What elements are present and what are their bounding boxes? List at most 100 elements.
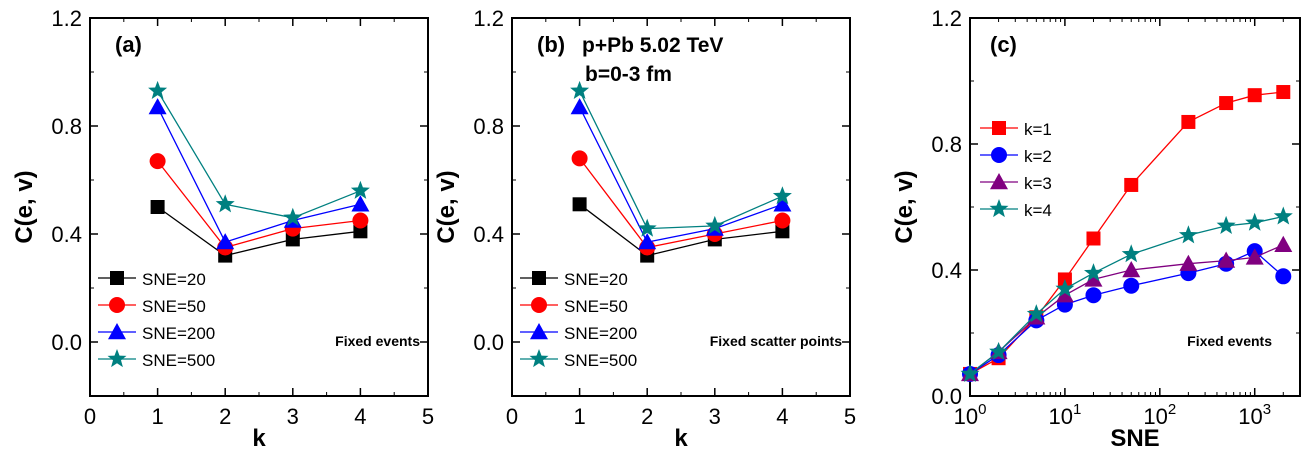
y-tick-label: 1.2 xyxy=(473,6,504,31)
legend-marker xyxy=(108,323,126,340)
data-point xyxy=(216,233,235,250)
data-point xyxy=(150,200,165,214)
panel-annotation: Fixed events xyxy=(1187,333,1272,349)
y-tick-label: 0.8 xyxy=(473,114,504,139)
data-point xyxy=(572,197,587,212)
series-k=4 xyxy=(960,206,1293,382)
data-point xyxy=(1276,85,1291,100)
data-point xyxy=(1055,278,1075,297)
x-tick-label: 102 xyxy=(1143,401,1176,429)
legend-label: k=2 xyxy=(1024,147,1052,166)
series-SNE=200 xyxy=(148,98,370,250)
legend-entry: k=3 xyxy=(980,173,1052,193)
x-tick-label: 100 xyxy=(954,401,987,429)
x-axis-label: SNE xyxy=(1110,425,1159,452)
x-tick-label: 4 xyxy=(354,404,366,429)
x-tick-label: 1 xyxy=(573,404,585,429)
series-line xyxy=(157,106,361,243)
series-SNE=500 xyxy=(148,80,370,226)
legend-marker xyxy=(107,349,127,368)
data-point xyxy=(1026,304,1046,323)
data-point xyxy=(1274,235,1293,252)
series-SNE=50 xyxy=(149,153,369,256)
x-tick-label: 5 xyxy=(844,404,856,429)
panel-annotation: Fixed events xyxy=(335,333,420,349)
y-tick-label: 0.0 xyxy=(473,330,504,355)
x-tick-label: 2 xyxy=(641,404,653,429)
legend-entry: SNE=50 xyxy=(98,297,206,316)
panel-label: (c) xyxy=(990,32,1017,57)
data-point xyxy=(148,80,168,99)
x-tick-label: 1 xyxy=(151,404,163,429)
data-point xyxy=(350,180,370,199)
x-tick-exponent: 1 xyxy=(1073,401,1081,418)
data-point xyxy=(570,80,590,99)
y-tick-label: 0.8 xyxy=(931,132,962,157)
legend-entry: SNE=500 xyxy=(520,349,637,370)
data-point xyxy=(1084,270,1103,287)
panel-title-line: b=0-3 fm xyxy=(585,63,672,86)
legend-label: k=3 xyxy=(1024,174,1052,193)
data-point xyxy=(1179,254,1198,271)
x-axis-label: k xyxy=(252,425,266,452)
x-tick-label: 3 xyxy=(287,404,299,429)
y-tick-label: 0.4 xyxy=(473,222,504,247)
y-axis-label: C(e, v) xyxy=(433,170,460,243)
x-tick-exponent: 3 xyxy=(1263,401,1271,418)
y-tick-label: 0.0 xyxy=(931,384,962,409)
legend-entry: k=4 xyxy=(980,199,1052,220)
data-point xyxy=(637,218,657,237)
series-line xyxy=(157,90,361,219)
series-line xyxy=(579,158,783,249)
series-line xyxy=(969,91,1284,375)
y-tick-label: 1.2 xyxy=(931,6,962,31)
data-point xyxy=(148,98,167,115)
data-point xyxy=(285,232,300,247)
series-line xyxy=(579,106,783,243)
series-line xyxy=(579,90,783,230)
legend-marker xyxy=(992,121,1006,135)
legend-label: SNE=50 xyxy=(564,297,628,316)
series-line xyxy=(969,215,1284,375)
data-point xyxy=(1245,212,1265,231)
legend-label: SNE=20 xyxy=(142,270,206,289)
legend-marker xyxy=(990,173,1008,190)
x-tick-label: 5 xyxy=(422,404,434,429)
data-point xyxy=(571,150,588,167)
data-point xyxy=(1216,215,1236,234)
legend-marker xyxy=(530,323,548,340)
data-point xyxy=(772,186,792,205)
x-tick-label: 4 xyxy=(776,404,788,429)
data-point xyxy=(1123,277,1140,294)
x-tick-exponent: 0 xyxy=(978,401,986,418)
x-tick-label: 101 xyxy=(1048,401,1081,429)
data-point xyxy=(1247,88,1262,103)
data-point xyxy=(1086,231,1101,246)
data-point xyxy=(215,194,235,213)
x-tick-base: 10 xyxy=(1238,404,1262,429)
legend-entry: SNE=20 xyxy=(520,270,628,289)
legend-label: SNE=50 xyxy=(142,297,206,316)
data-point xyxy=(1219,96,1234,111)
legend-marker xyxy=(109,297,125,313)
legend-label: SNE=500 xyxy=(564,351,637,370)
y-tick-label: 0.4 xyxy=(51,222,82,247)
series-line xyxy=(969,244,1284,375)
y-tick-label: 0.8 xyxy=(51,114,82,139)
legend-entry: k=1 xyxy=(980,120,1052,139)
legend-entry: SNE=500 xyxy=(98,349,215,370)
panel-b: 0.0 0.4 0.8 1.2 0 1 2 3 4 5 k C(e, v) (b) Fixed scatt… xyxy=(433,6,856,452)
series-SNE=500 xyxy=(570,80,792,237)
data-point xyxy=(773,195,792,212)
x-tick-base: 10 xyxy=(954,404,978,429)
y-tick-label: 1.2 xyxy=(51,6,82,31)
x-tick-label: 2 xyxy=(219,404,231,429)
series-k=2 xyxy=(962,243,1292,382)
panel-label: (b) xyxy=(537,32,565,57)
series-line xyxy=(157,160,361,249)
series-SNE=20 xyxy=(150,200,368,263)
x-tick-label: 103 xyxy=(1238,401,1271,429)
legend-label: k=4 xyxy=(1024,201,1052,220)
x-tick-label: 0 xyxy=(506,404,518,429)
legend-label: SNE=20 xyxy=(564,270,628,289)
